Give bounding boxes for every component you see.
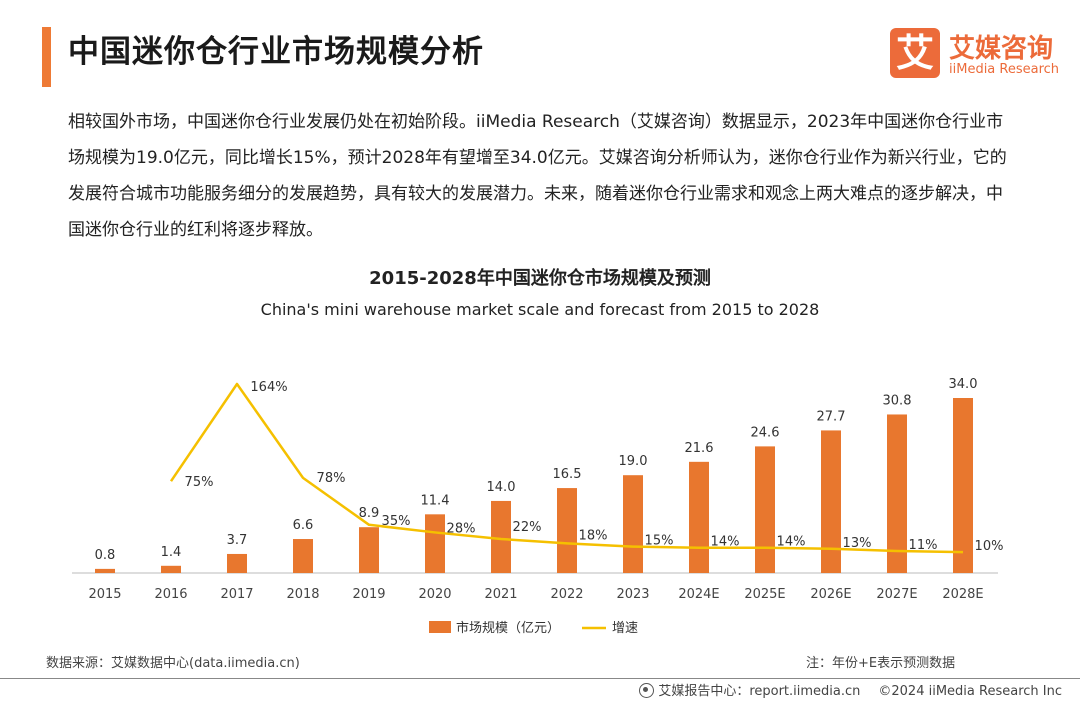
line-label-2026E: 13%	[843, 536, 872, 551]
bar-label-2021: 14.0	[487, 480, 516, 495]
legend-label-market-scale: 市场规模（亿元）	[456, 620, 560, 636]
report-center-link[interactable]: 艾媒报告中心：report.iimedia.cn	[658, 684, 861, 699]
line-label-2016: 75%	[185, 475, 214, 490]
bar-label-2016: 1.4	[161, 545, 182, 560]
bar-2021	[491, 500, 511, 573]
line-label-2020: 28%	[447, 521, 476, 536]
logo-name-cn: 艾媒咨询	[949, 34, 1054, 64]
x-tick-2023: 2023	[616, 587, 649, 602]
legend-label-growth: 增速	[612, 621, 638, 636]
chart-title: 2015-2028年中国迷你仓市场规模及预测	[369, 268, 711, 289]
line-label-2025E: 14%	[777, 535, 806, 550]
bar-label-2020: 11.4	[421, 493, 450, 508]
page-title: 中国迷你仓行业市场规模分析	[68, 34, 484, 70]
bar-label-2017: 3.7	[227, 533, 248, 548]
x-tick-2015: 2015	[88, 587, 121, 602]
line-label-2028E: 10%	[975, 539, 1004, 554]
x-tick-2028E: 2028E	[942, 587, 983, 602]
line-label-2017: 164%	[250, 380, 287, 395]
bar-label-2023: 19.0	[619, 454, 648, 469]
bar-2015	[95, 568, 115, 573]
footer: 艾媒报告中心：report.iimedia.cn ©2024 iiMedia Re…	[639, 680, 1062, 699]
x-tick-2016: 2016	[154, 587, 187, 602]
logo-name-en: iiMedia Research	[949, 62, 1060, 77]
bar-label-2025E: 24.6	[751, 425, 780, 440]
x-tick-2019: 2019	[352, 587, 385, 602]
footer-divider	[0, 678, 1080, 679]
intro-paragraph: 相较国外市场，中国迷你仓行业发展仍处在初始阶段。iiMedia Research…	[68, 112, 1007, 240]
x-tick-2020: 2020	[418, 587, 451, 602]
line-label-2018: 78%	[317, 471, 346, 486]
x-tick-2025E: 2025E	[744, 587, 785, 602]
line-label-2022: 18%	[579, 528, 608, 543]
data-source: 数据来源：艾媒数据中心(data.iimedia.cn)	[46, 656, 300, 671]
x-tick-2018: 2018	[286, 587, 319, 602]
title-accent-bar	[42, 27, 51, 87]
bar-label-2015: 0.8	[95, 548, 116, 563]
line-label-2027E: 11%	[909, 538, 938, 553]
x-tick-2024E: 2024E	[678, 587, 719, 602]
x-tick-2022: 2022	[550, 587, 583, 602]
forecast-note: 注：年份+E表示预测数据	[806, 656, 956, 671]
bar-2020	[425, 514, 445, 573]
bar-2017	[227, 553, 247, 573]
bar-2018	[293, 539, 313, 573]
bar-label-2022: 16.5	[553, 467, 582, 482]
x-tick-2021: 2021	[484, 587, 517, 602]
bar-2026E	[821, 430, 841, 573]
bar-label-2018: 6.6	[293, 518, 314, 533]
bar-label-2019: 8.9	[359, 506, 380, 521]
bar-label-2028E: 34.0	[949, 377, 978, 392]
line-label-2021: 22%	[513, 520, 542, 535]
bar-label-2024E: 21.6	[685, 441, 714, 456]
bar-2025E	[755, 446, 775, 573]
x-tick-2017: 2017	[220, 587, 253, 602]
line-label-2024E: 14%	[711, 535, 740, 550]
bar-2016	[161, 565, 181, 573]
bar-2028E	[953, 398, 973, 573]
iimedia-logo: 艾 艾媒咨询 iiMedia Research	[890, 28, 1070, 82]
x-tick-2026E: 2026E	[810, 587, 851, 602]
x-tick-2027E: 2027E	[876, 587, 917, 602]
line-label-2019: 35%	[382, 514, 411, 529]
bar-label-2027E: 30.8	[883, 393, 912, 408]
growth-rate-line	[169, 382, 964, 554]
chart-subtitle: China's mini warehouse market scale and …	[260, 300, 820, 319]
bar-2027E	[887, 414, 907, 573]
line-label-2023: 15%	[645, 534, 674, 549]
bar-2024E	[689, 461, 709, 573]
bar-2022	[557, 488, 577, 573]
bar-2023	[623, 475, 643, 573]
logo-mark: 艾	[890, 28, 940, 78]
bar-2019	[359, 527, 379, 573]
legend-swatch-market-scale	[429, 621, 451, 633]
bar-label-2026E: 27.7	[817, 409, 846, 424]
report-center-icon	[639, 683, 655, 698]
copyright: ©2024 iiMedia Research Inc	[878, 684, 1062, 699]
